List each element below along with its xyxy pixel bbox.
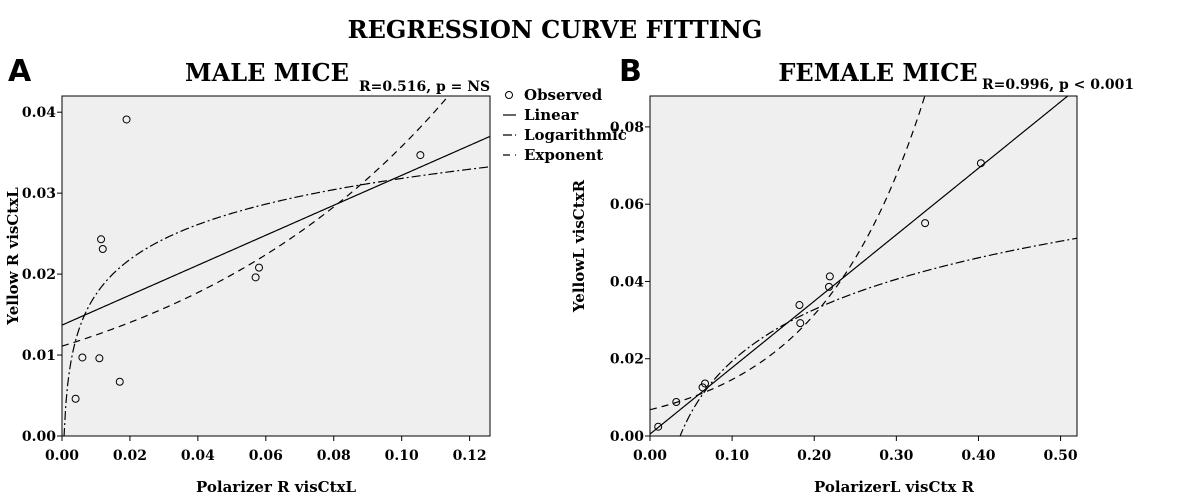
- observed-point: [654, 422, 663, 431]
- observed-point: [95, 354, 104, 363]
- x-tick-label: 0.02: [113, 448, 147, 464]
- y-tick-label: 0.04: [22, 105, 56, 121]
- panel-a-y-axis: 0.00 0.01 0.02 0.03 0.04: [22, 105, 62, 445]
- panel-b-letter: B: [619, 54, 642, 89]
- panel-a-x-axis: 0.00 0.02 0.04 0.06 0.08 0.10 0.12: [45, 436, 487, 464]
- legend-logarithmic-label: Logarithmic: [524, 126, 627, 144]
- legend-observed-marker: [505, 91, 513, 99]
- observed-point: [416, 151, 425, 160]
- x-tick-label: 0.10: [715, 448, 749, 464]
- observed-point: [795, 301, 804, 310]
- observed-point: [672, 398, 681, 406]
- panel-b-points: [654, 159, 985, 431]
- observed-point: [255, 263, 264, 272]
- observed-point: [251, 273, 260, 282]
- panel-b: B FEMALE MICE R=0.996, p < 0.001 0.00 0.1…: [570, 54, 1134, 496]
- figure-title: REGRESSION CURVE FITTING: [348, 15, 763, 44]
- observed-point: [796, 319, 805, 328]
- observed-point: [825, 272, 834, 281]
- observed-point: [921, 219, 930, 228]
- logarithmic-fit-line: [63, 166, 490, 436]
- observed-point: [71, 394, 80, 403]
- y-tick-label: 0.01: [22, 348, 56, 364]
- observed-point: [78, 353, 87, 362]
- panel-a-letter: A: [8, 54, 32, 89]
- legend-exponent-label: Exponent: [524, 146, 603, 164]
- y-tick-label: 0.08: [610, 120, 644, 136]
- x-tick-label: 0.06: [249, 448, 283, 464]
- observed-point: [698, 383, 707, 392]
- panel-b-y-label: YellowL visCtxR: [570, 179, 588, 313]
- panel-b-plot-area: [649, 95, 1078, 437]
- panel-a-stats: R=0.516, p = NS: [359, 79, 490, 95]
- panel-b-x-label: PolarizerL visCtx R: [814, 478, 975, 496]
- linear-fit-line: [650, 96, 1069, 435]
- x-tick-label: 0.08: [317, 448, 351, 464]
- legend: Observed Linear Logarithmic Exponent: [503, 86, 627, 164]
- x-tick-label: 0.12: [453, 448, 487, 464]
- legend-linear-label: Linear: [524, 106, 579, 124]
- panel-a: A MALE MICE R=0.516, p = NS 0.00 0.02 0.04…: [4, 54, 491, 496]
- y-tick-label: 0.06: [610, 197, 644, 213]
- panel-b-fit-lines: [650, 96, 1077, 436]
- x-tick-label: 0.50: [1044, 448, 1078, 464]
- panel-b-x-axis: 0.00 0.10 0.20 0.30 0.40 0.50: [633, 436, 1078, 464]
- x-tick-label: 0.00: [633, 448, 667, 464]
- y-tick-label: 0.03: [22, 186, 56, 202]
- y-tick-label: 0.00: [610, 429, 644, 445]
- observed-point: [701, 379, 710, 388]
- y-tick-label: 0.02: [610, 352, 644, 368]
- observed-point: [976, 159, 985, 168]
- x-tick-label: 0.30: [879, 448, 913, 464]
- exponent-fit-line: [62, 96, 450, 347]
- y-tick-label: 0.02: [22, 267, 56, 283]
- x-tick-label: 0.04: [181, 448, 215, 464]
- panel-a-points: [71, 115, 425, 403]
- observed-point: [97, 235, 106, 244]
- panel-a-fit-lines: [62, 96, 490, 436]
- linear-fit-line: [62, 135, 490, 326]
- x-tick-label: 0.40: [961, 448, 995, 464]
- observed-point: [122, 115, 131, 124]
- observed-point: [825, 282, 834, 291]
- y-tick-label: 0.00: [22, 429, 56, 445]
- y-tick-label: 0.04: [610, 274, 644, 290]
- panel-a-x-label: Polarizer R visCtxL: [196, 478, 356, 496]
- legend-observed-label: Observed: [524, 86, 603, 104]
- logarithmic-fit-line: [679, 237, 1077, 436]
- panel-a-y-label: Yellow R visCtxL: [4, 187, 22, 326]
- panel-b-title: FEMALE MICE: [778, 58, 977, 87]
- panel-a-title: MALE MICE: [185, 58, 349, 87]
- panel-a-plot-area: [61, 95, 491, 437]
- x-tick-label: 0.10: [385, 448, 419, 464]
- panel-b-y-axis: 0.00 0.02 0.04 0.06 0.08: [610, 120, 650, 445]
- x-tick-label: 0.00: [45, 448, 79, 464]
- panel-b-stats: R=0.996, p < 0.001: [982, 77, 1134, 93]
- observed-point: [98, 245, 107, 253]
- observed-point: [115, 377, 124, 386]
- x-tick-label: 0.20: [797, 448, 831, 464]
- exponent-fit-line: [650, 96, 926, 411]
